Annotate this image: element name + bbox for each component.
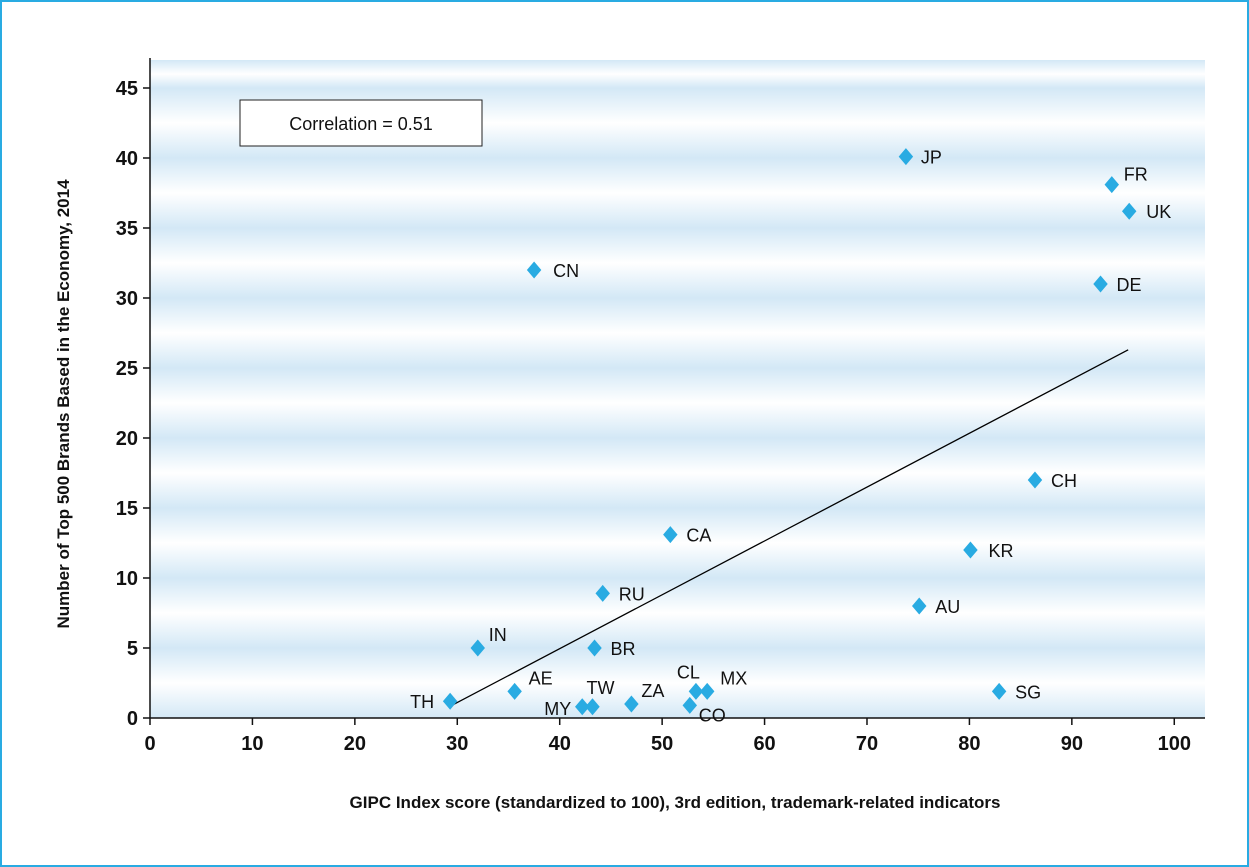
point-marker-my [575,698,590,716]
point-marker-cn [526,261,542,279]
point-label-jp: JP [921,148,942,168]
y-tick-label: 45 [116,78,138,100]
point-label-cn: CN [553,261,579,281]
y-tick-label: 40 [116,148,138,170]
point-label-za: ZA [641,681,664,701]
point-marker-in [470,639,485,657]
correlation-annotation: Correlation = 0.51 [239,99,483,147]
x-axis-title: GIPC Index score (standardized to 100), … [350,793,1001,812]
tick-labels: 0 10 20 30 40 50 60 70 80 90 100 0 5 10 15 20 25 30 35 40 45 [116,78,1191,755]
point-marker-ru [595,584,610,602]
y-tick-label: 25 [116,358,138,380]
point-label-ru: RU [619,584,645,604]
x-tick-label: 90 [1061,733,1083,755]
point-marker-de [1093,275,1108,293]
band [150,298,1205,368]
band [150,228,1205,298]
point-marker-cl [688,682,704,700]
point-label-de: DE [1117,275,1142,295]
x-tick-label: 70 [856,733,878,755]
x-tick-label: 10 [241,733,263,755]
point-label-ae: AE [529,668,553,688]
x-tick-label: 40 [549,733,571,755]
x-tick-label: 0 [144,733,155,755]
x-tick-label: 60 [753,733,775,755]
background-bands [150,60,1205,718]
point-label-kr: KR [988,541,1013,561]
point-marker-sg [991,682,1007,700]
trendline-path [448,349,1129,708]
point-label-co: CO [699,705,726,725]
point-label-cl: CL [677,662,700,682]
point-marker-mx [699,682,715,700]
band [150,60,1205,88]
y-tick-label: 0 [127,708,138,730]
point-marker-uk [1121,202,1137,220]
x-tick-label: 20 [344,733,366,755]
point-label-sg: SG [1015,682,1041,702]
point-label-uk: UK [1146,202,1171,222]
point-label-br: BR [611,639,636,659]
point-label-tw: TW [586,678,614,698]
y-tick-label: 5 [127,638,138,660]
y-axis-title: Number of Top 500 Brands Based in the Ec… [54,179,73,629]
band [150,578,1205,648]
band [150,508,1205,578]
point-label-ch: CH [1051,471,1077,491]
y-tick-label: 35 [116,218,138,240]
y-tick-label: 10 [116,568,138,590]
x-tick-label: 30 [446,733,468,755]
y-tick-label: 30 [116,288,138,310]
point-label-au: AU [935,597,960,617]
point-marker-jp [898,148,914,166]
band [150,438,1205,508]
point-marker-th [442,692,458,710]
point-marker-fr [1104,176,1120,194]
point-marker-co [682,696,698,714]
data-points: JP FR UK CN DE CH CA KR RU AU IN BR SG AE MX CL TH TW MY ZA… [410,148,1171,726]
point-marker-au [912,597,927,615]
x-tick-label: 100 [1158,733,1191,755]
point-marker-ae [507,682,522,700]
point-label-fr: FR [1124,165,1148,185]
band [150,158,1205,228]
x-tick-label: 80 [958,733,980,755]
point-marker-br [587,639,602,657]
point-marker-kr [963,541,978,559]
point-marker-ch [1027,471,1043,489]
band [150,648,1205,718]
band [150,368,1205,438]
point-label-my: MY [544,699,571,719]
point-label-in: IN [489,625,507,645]
point-marker-tw [585,698,600,716]
point-marker-ca [663,526,678,544]
point-label-ca: CA [686,526,711,546]
axes [143,58,1205,725]
correlation-text: Correlation = 0.51 [289,114,433,134]
point-marker-za [624,695,639,713]
y-tick-label: 15 [116,498,138,520]
correlation-box [239,99,483,147]
y-tick-label: 20 [116,428,138,450]
point-label-th: TH [410,692,434,712]
x-tick-label: 50 [651,733,673,755]
trendline [448,349,1129,708]
point-label-mx: MX [720,668,747,688]
